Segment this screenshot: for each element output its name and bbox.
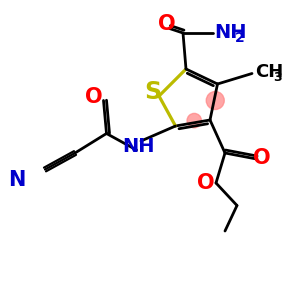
Text: 3: 3 <box>274 70 282 84</box>
Text: O: O <box>85 87 103 107</box>
Text: N: N <box>8 170 25 190</box>
Text: O: O <box>197 173 214 193</box>
Text: O: O <box>158 14 176 34</box>
Circle shape <box>187 113 202 128</box>
Text: O: O <box>253 148 271 167</box>
Text: NH: NH <box>214 23 247 43</box>
Text: S: S <box>144 80 161 104</box>
Text: 2: 2 <box>235 32 244 45</box>
Text: CH: CH <box>255 63 283 81</box>
Text: NH: NH <box>122 137 154 156</box>
Circle shape <box>206 92 224 110</box>
